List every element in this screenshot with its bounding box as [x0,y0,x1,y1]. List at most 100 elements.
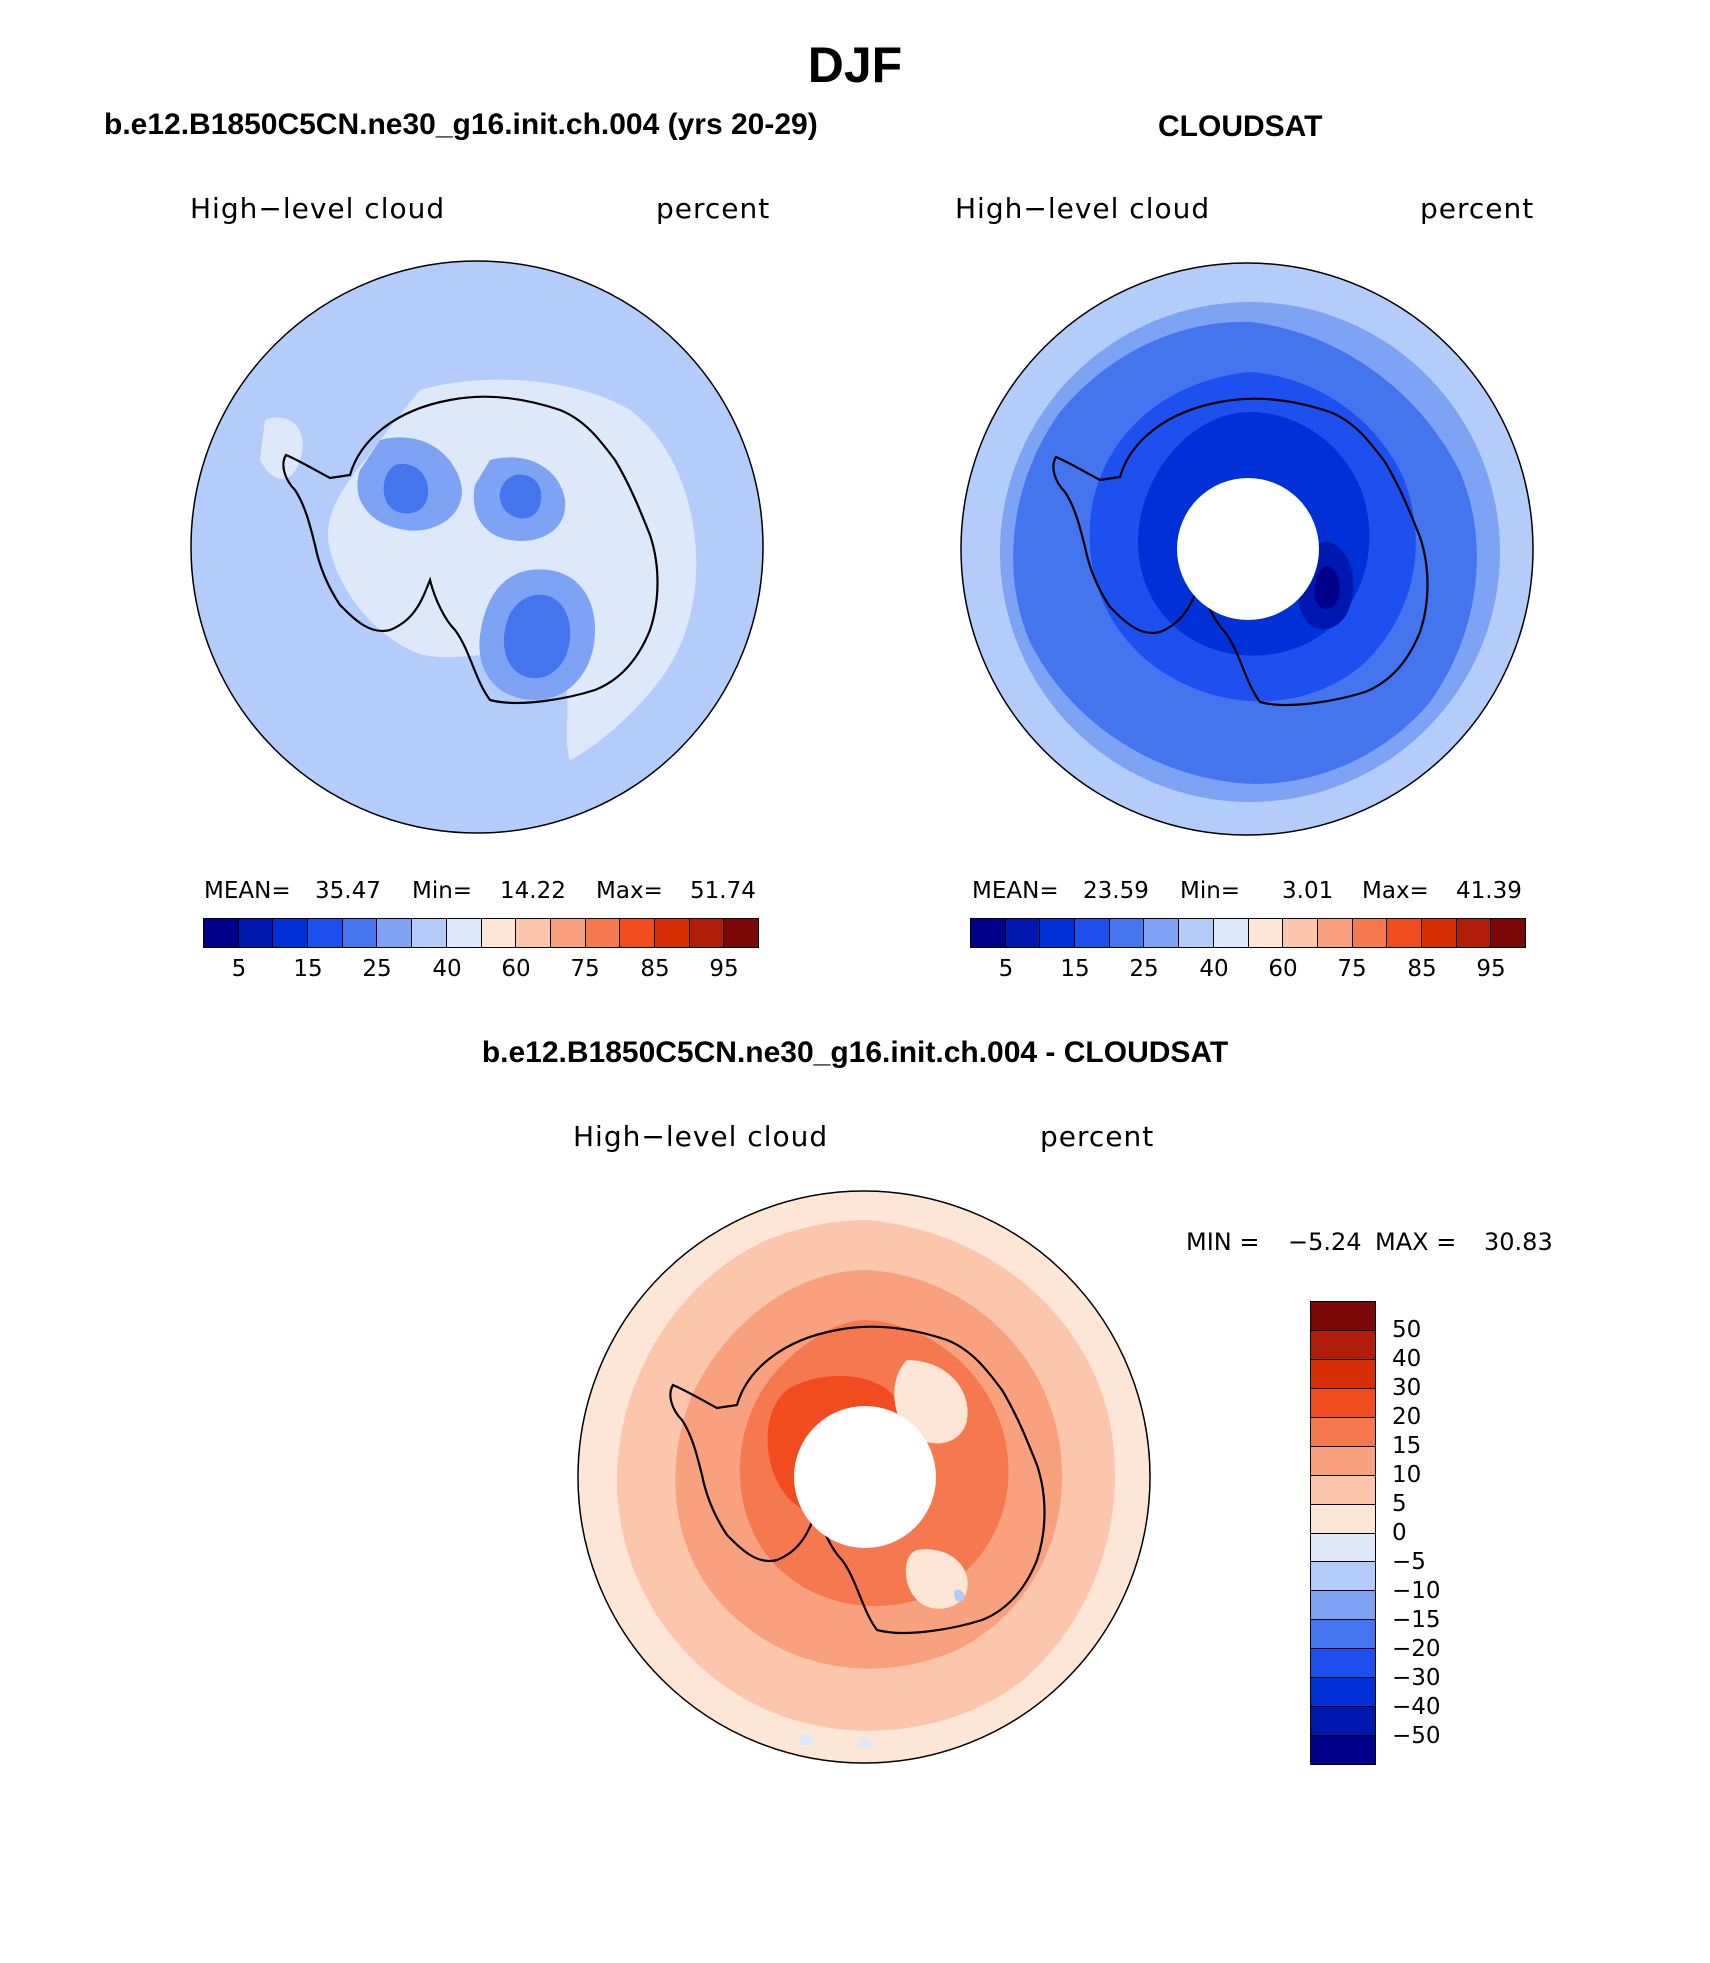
model-tick: 15 [293,956,323,982]
colorbar-swatch [1311,1302,1375,1331]
diff-coastline [669,1325,1046,1635]
diff-tick: −15 [1392,1607,1441,1633]
diff-colorbar-ticks: 50 40 30 20 15 10 5 0 −5 −10 −15 −20 −30… [1392,1301,1472,1765]
colorbar-swatch [550,919,586,947]
model-tick: 25 [362,956,392,982]
colorbar-swatch [342,919,378,947]
obs-tick: 75 [1337,956,1367,982]
colorbar-swatch [1179,919,1214,947]
colorbar-swatch [1387,919,1422,947]
model-tick: 60 [501,956,531,982]
colorbar-swatch [654,919,690,947]
colorbar-swatch [724,919,758,947]
colorbar-swatch [689,919,725,947]
colorbar-swatch [1311,1330,1375,1360]
colorbar-swatch [1311,1620,1375,1650]
obs-tick: 15 [1060,956,1090,982]
obs-tick: 40 [1199,956,1229,982]
obs-missing-polar-cap [1177,478,1319,620]
colorbar-swatch [273,919,309,947]
colorbar-swatch [412,919,447,947]
colorbar-swatch [1311,1446,1375,1476]
model-colorbar [203,918,759,948]
model-field-dark-blob-3 [503,594,571,679]
colorbar-swatch [1213,919,1249,947]
colorbar-swatch [1144,919,1180,947]
diff-tick: −30 [1392,1665,1441,1691]
obs-polar-map [960,262,1534,836]
diff-tick: 30 [1392,1375,1422,1401]
diff-tick: 0 [1392,1520,1407,1546]
colorbar-swatch [1311,1359,1375,1389]
model-tick: 75 [570,956,600,982]
diff-tick: 40 [1392,1346,1422,1372]
diff-tick: 50 [1392,1317,1422,1343]
diff-panel-title: b.e12.B1850C5CN.ne30_g16.init.ch.004 - C… [481,1036,1229,1069]
diff-units-label: percent [1040,1120,1155,1153]
model-field-light-peninsula [260,417,303,479]
colorbar-swatch [377,919,413,947]
model-tick: 95 [709,956,739,982]
colorbar-swatch [1311,1562,1375,1592]
obs-mean-value: 23.59 [1083,878,1149,904]
diff-field-weak-region-2 [905,1549,968,1609]
diff-missing-polar-cap [794,1406,936,1548]
diff-max-label: MAX = [1375,1228,1457,1256]
diff-tick: 15 [1392,1433,1422,1459]
diff-max-value: 30.83 [1484,1228,1553,1256]
obs-tick: 95 [1476,956,1506,982]
obs-min-label: Min= [1180,878,1241,904]
model-tick: 5 [231,956,247,982]
colorbar-swatch [1311,1678,1375,1708]
diff-tick: −10 [1392,1578,1441,1604]
colorbar-swatch [585,919,621,947]
colorbar-swatch [238,919,274,947]
diff-field-negative-spot [954,1589,965,1602]
model-mean-label: MEAN= [204,878,291,904]
colorbar-swatch [1311,1533,1375,1563]
colorbar-swatch [1005,919,1041,947]
obs-tick: 5 [998,956,1014,982]
colorbar-swatch [516,919,551,947]
model-units-label: percent [656,192,771,225]
model-panel-title: b.e12.B1850C5CN.ne30_g16.init.ch.004 (yr… [104,108,818,141]
diff-min-value: −5.24 [1288,1228,1362,1256]
model-polar-map [190,260,764,834]
obs-field-darkest-core [1314,566,1340,610]
colorbar-swatch [308,919,343,947]
colorbar-swatch [1311,1591,1375,1621]
model-colorbar-ticks: 5 15 25 40 60 75 85 95 [203,956,759,986]
colorbar-swatch [1456,919,1492,947]
colorbar-swatch [620,919,655,947]
diff-tick: 5 [1392,1491,1407,1517]
diff-colorbar [1310,1301,1376,1765]
obs-tick: 25 [1129,956,1159,982]
model-field-dark-blob-2 [499,474,542,519]
colorbar-swatch [1311,1475,1375,1505]
colorbar-swatch [481,919,517,947]
obs-coastline [1052,397,1429,707]
colorbar-swatch [971,919,1006,947]
colorbar-swatch [1317,919,1353,947]
diff-field-negative-edge [797,1733,873,1748]
model-variable-label: High−level cloud [190,192,446,225]
colorbar-swatch [1311,1736,1375,1764]
colorbar-swatch [1352,919,1388,947]
colorbar-swatch [1075,919,1110,947]
obs-units-label: percent [1420,192,1535,225]
diff-tick: −20 [1392,1636,1441,1662]
obs-colorbar-ticks: 5 15 25 40 60 75 85 95 [970,956,1526,986]
colorbar-swatch [1040,919,1076,947]
diff-tick: −50 [1392,1723,1441,1749]
model-max-value: 51.74 [690,878,756,904]
obs-panel-title: CLOUDSAT [1158,110,1323,143]
colorbar-swatch [204,919,239,947]
diff-min-label: MIN = [1186,1228,1260,1256]
model-tick: 85 [640,956,670,982]
colorbar-swatch [1311,1504,1375,1534]
model-max-label: Max= [596,878,663,904]
diff-field-weak-region-1 [894,1360,968,1444]
diff-tick: 20 [1392,1404,1422,1430]
obs-mean-label: MEAN= [972,878,1059,904]
colorbar-swatch [1311,1649,1375,1679]
